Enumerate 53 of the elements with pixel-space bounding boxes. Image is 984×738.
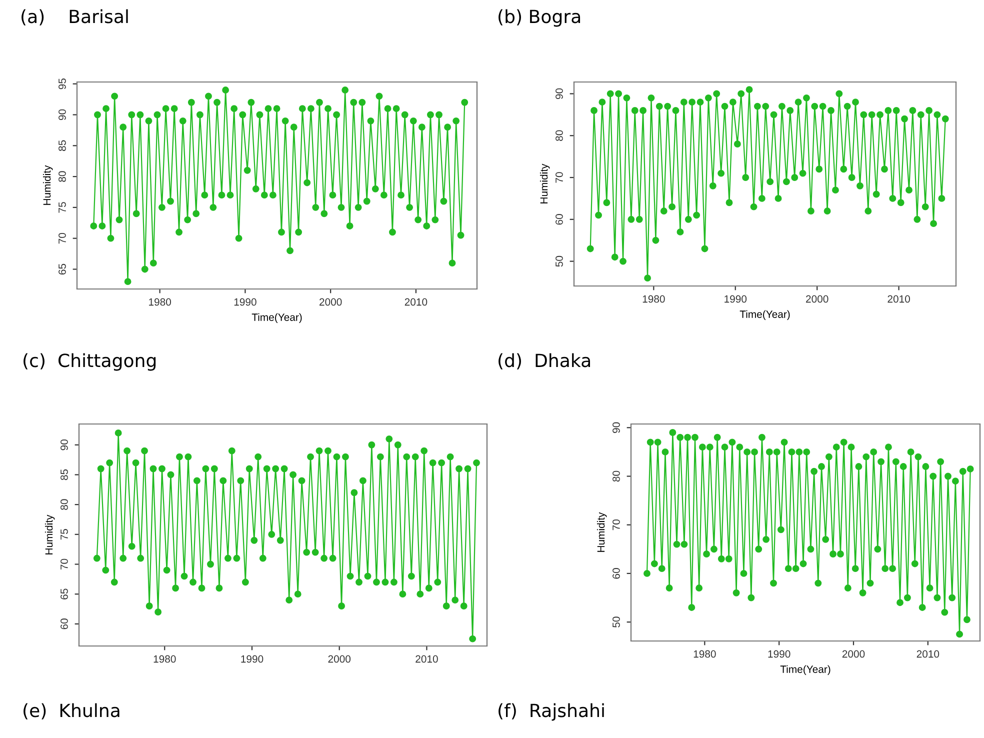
y-tick-label: 90 [612, 422, 620, 433]
y-tick-label: 60 [612, 568, 620, 579]
y-tick-label: 75 [60, 529, 68, 540]
x-tick-label: 2010 [916, 650, 940, 658]
chart-title: (b) Bogra [498, 9, 580, 27]
chart-title: (a) Barisal [22, 9, 128, 26]
chart-title: (d) Dhaka [498, 353, 590, 370]
y-tick-label: 50 [556, 256, 563, 267]
y-tick-label: 80 [60, 499, 68, 510]
x-tick-label: 2000 [320, 298, 342, 306]
x-tick-label: 2010 [404, 298, 428, 306]
y-tick-label: 90 [58, 109, 66, 120]
x-tick-label: 1990 [234, 298, 256, 306]
y-tick-label: 65 [60, 588, 68, 600]
y-tick-label: 65 [58, 264, 66, 274]
x-tick-label: 1990 [241, 655, 264, 663]
text: (e) Khulna [24, 703, 120, 720]
y-axis-title: Humidity [42, 165, 53, 205]
y-tick-label: 80 [612, 470, 620, 482]
y-tick-label: 85 [58, 140, 66, 151]
text: (f) Rajshahi [498, 703, 604, 721]
y-tick-label: 90 [556, 88, 563, 100]
x-tick-label: 1980 [694, 650, 716, 658]
chart-title: (c) Chittagong [24, 353, 156, 371]
y-tick-label: 85 [60, 469, 68, 480]
x-tick-label: 1980 [642, 295, 665, 303]
y-tick-label: 70 [58, 232, 66, 244]
x-tick-label: 1980 [149, 298, 171, 306]
x-tick-label: 2000 [842, 650, 865, 658]
x-tick-label: 1990 [768, 650, 790, 658]
x-axis-title: Time(Year) [740, 310, 790, 320]
y-tick-label: 60 [60, 618, 68, 630]
x-tick-label: 2010 [416, 655, 438, 663]
y-tick-label: 80 [556, 130, 563, 141]
y-tick-label: 80 [58, 171, 66, 182]
y-axis-title: Humidity [596, 512, 607, 552]
x-axis-title: Time(Year) [252, 313, 302, 323]
x-axis-title: Time(Year) [780, 665, 830, 675]
y-axis-title: Humidity [540, 164, 550, 204]
y-axis-title: Humidity [44, 514, 55, 554]
x-tick-label: 2000 [806, 295, 828, 303]
y-tick-label: 75 [58, 202, 66, 213]
y-tick-label: 70 [556, 172, 563, 183]
y-tick-label: 70 [60, 558, 68, 570]
y-tick-label: 95 [58, 78, 66, 90]
y-tick-label: 90 [60, 440, 68, 450]
y-tick-label: 50 [612, 616, 620, 628]
x-tick-label: 2000 [328, 655, 351, 663]
x-tick-label: 1980 [154, 655, 176, 663]
y-tick-label: 70 [612, 519, 620, 530]
x-tick-label: 2010 [888, 295, 910, 303]
y-tick-label: 60 [556, 214, 563, 225]
x-tick-label: 1990 [724, 295, 747, 303]
